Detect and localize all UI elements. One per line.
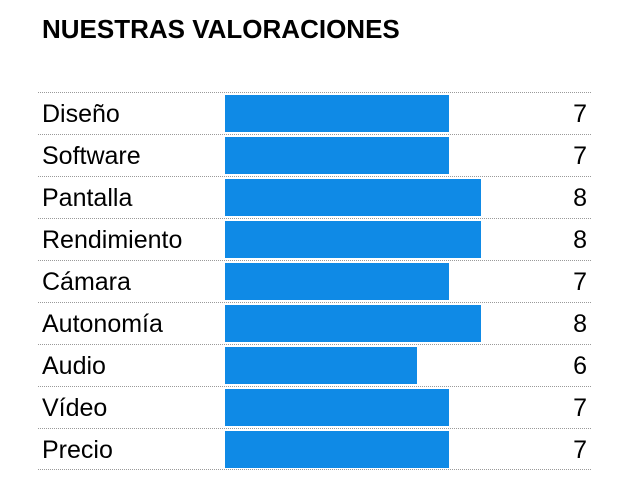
rating-label: Rendimiento [42,226,183,254]
rating-label: Precio [42,436,113,464]
rating-bar [225,389,449,426]
rating-bar [225,221,481,258]
rating-value: 7 [573,142,587,170]
rating-bar [225,179,481,216]
rating-label: Audio [42,352,106,380]
rating-bar [225,137,449,174]
rating-label: Software [42,142,141,170]
rating-row: Cámara 7 [38,260,591,302]
rating-bar [225,431,449,468]
rating-bar [225,263,449,300]
rating-label: Autonomía [42,310,163,338]
rating-row: Software 7 [38,134,591,176]
rating-label: Diseño [42,100,120,128]
rating-row: Precio 7 [38,428,591,470]
rating-bar [225,347,417,384]
rating-value: 8 [573,184,587,212]
rating-row: Rendimiento 8 [38,218,591,260]
rating-row: Diseño 7 [38,92,591,134]
rating-row: Autonomía 8 [38,302,591,344]
rating-row: Pantalla 8 [38,176,591,218]
rating-label: Pantalla [42,184,133,212]
rating-value: 7 [573,268,587,296]
rating-label: Cámara [42,268,131,296]
rating-row: Audio 6 [38,344,591,386]
ratings-chart: Diseño 7 Software 7 Pantalla 8 Rendimiento 8 Cám… [38,92,591,470]
rating-value: 7 [573,100,587,128]
rating-value: 6 [573,352,587,380]
rating-bar [225,95,449,132]
chart-title: NUESTRAS VALORACIONES [42,14,400,44]
rating-row: Vídeo 7 [38,386,591,428]
rating-value: 7 [573,436,587,464]
rating-bar [225,305,481,342]
rating-value: 8 [573,310,587,338]
rating-label: Vídeo [42,394,108,422]
rating-value: 7 [573,394,587,422]
rating-value: 8 [573,226,587,254]
